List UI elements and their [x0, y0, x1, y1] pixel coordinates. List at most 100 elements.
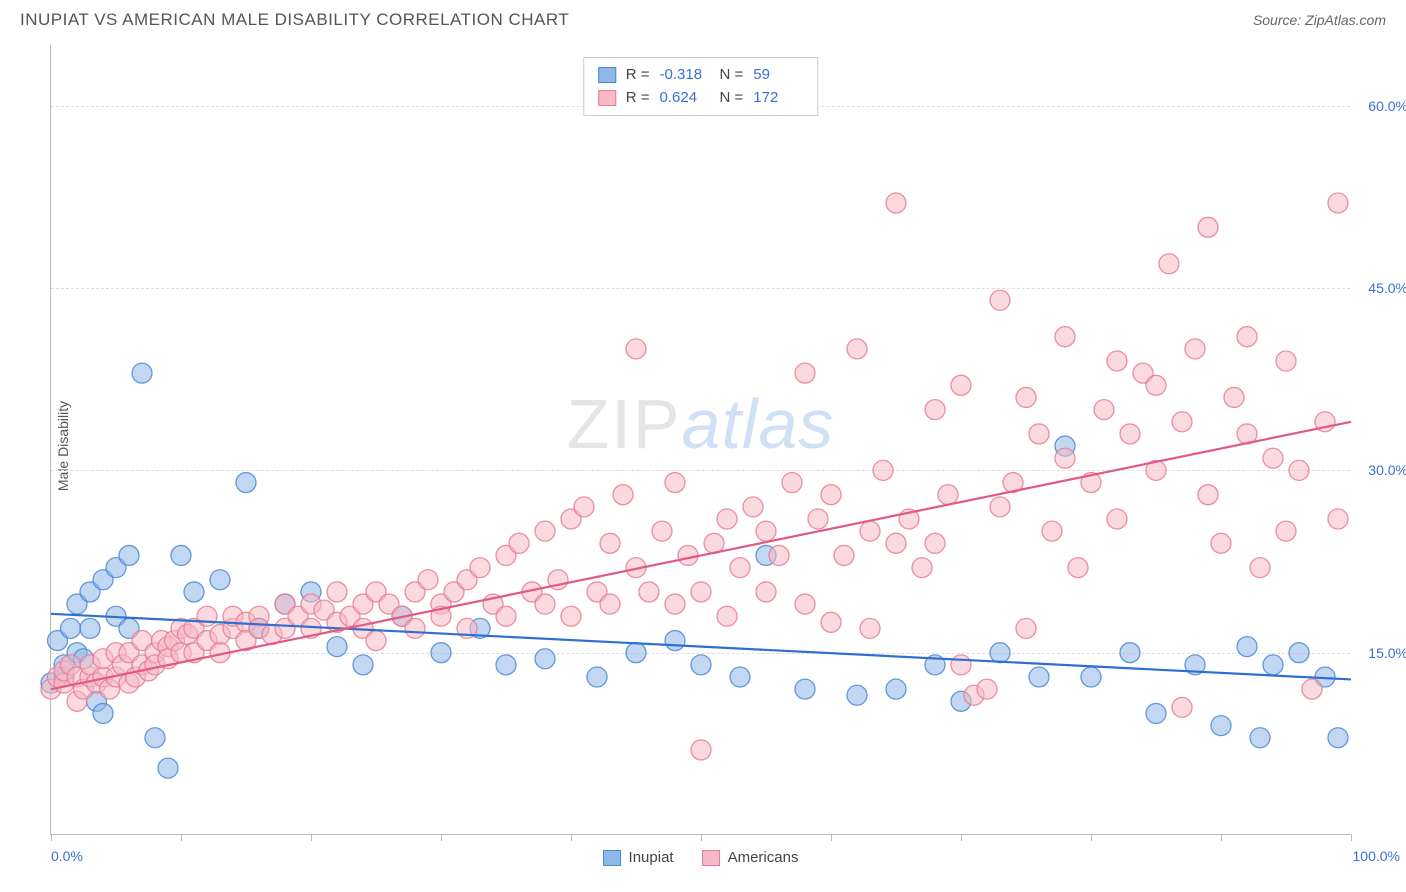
- data-point-americans: [1211, 533, 1231, 553]
- scatter-plot: [51, 45, 1351, 835]
- legend-item-americans: Americans: [702, 849, 799, 866]
- data-point-inupiat: [119, 545, 139, 565]
- r-value-inupiat: -0.318: [660, 64, 710, 87]
- data-point-americans: [1250, 558, 1270, 578]
- data-point-americans: [535, 594, 555, 614]
- data-point-inupiat: [431, 643, 451, 663]
- data-point-americans: [418, 570, 438, 590]
- data-point-americans: [665, 473, 685, 493]
- data-point-americans: [769, 545, 789, 565]
- data-point-americans: [873, 460, 893, 480]
- x-tick: [701, 834, 702, 841]
- data-point-americans: [912, 558, 932, 578]
- data-point-americans: [730, 558, 750, 578]
- x-tick: [441, 834, 442, 841]
- data-point-inupiat: [1120, 643, 1140, 663]
- y-tick-label: 60.0%: [1368, 98, 1406, 114]
- data-point-americans: [1146, 375, 1166, 395]
- data-point-inupiat: [1289, 643, 1309, 663]
- data-point-americans: [1094, 400, 1114, 420]
- data-point-inupiat: [1211, 716, 1231, 736]
- x-axis-min-label: 0.0%: [51, 848, 83, 864]
- data-point-americans: [535, 521, 555, 541]
- data-point-americans: [366, 631, 386, 651]
- data-point-inupiat: [496, 655, 516, 675]
- x-tick: [831, 834, 832, 841]
- data-point-americans: [717, 606, 737, 626]
- n-label: N =: [720, 64, 744, 87]
- data-point-inupiat: [847, 685, 867, 705]
- data-point-inupiat: [1081, 667, 1101, 687]
- r-value-americans: 0.624: [660, 87, 710, 110]
- x-tick: [1351, 834, 1352, 841]
- data-point-americans: [470, 558, 490, 578]
- swatch-inupiat: [598, 67, 616, 83]
- legend-label-inupiat: Inupiat: [629, 849, 674, 866]
- data-point-inupiat: [93, 703, 113, 723]
- data-point-americans: [990, 290, 1010, 310]
- data-point-americans: [1055, 327, 1075, 347]
- data-point-americans: [1302, 679, 1322, 699]
- data-point-inupiat: [171, 545, 191, 565]
- data-point-americans: [860, 618, 880, 638]
- chart-title: INUPIAT VS AMERICAN MALE DISABILITY CORR…: [20, 10, 569, 30]
- data-point-inupiat: [145, 728, 165, 748]
- data-point-inupiat: [236, 473, 256, 493]
- x-tick: [51, 834, 52, 841]
- data-point-americans: [925, 400, 945, 420]
- data-point-inupiat: [1328, 728, 1348, 748]
- data-point-americans: [691, 740, 711, 760]
- data-point-americans: [977, 679, 997, 699]
- data-point-americans: [821, 612, 841, 632]
- data-point-americans: [795, 363, 815, 383]
- data-point-americans: [1198, 485, 1218, 505]
- data-point-americans: [938, 485, 958, 505]
- data-point-americans: [626, 339, 646, 359]
- data-point-inupiat: [1029, 667, 1049, 687]
- data-point-inupiat: [1250, 728, 1270, 748]
- data-point-americans: [1107, 351, 1127, 371]
- data-point-inupiat: [61, 618, 81, 638]
- data-point-inupiat: [353, 655, 373, 675]
- data-point-americans: [795, 594, 815, 614]
- trendline-americans: [51, 422, 1351, 689]
- data-point-americans: [1276, 351, 1296, 371]
- data-point-americans: [1068, 558, 1088, 578]
- data-point-inupiat: [1263, 655, 1283, 675]
- data-point-americans: [600, 533, 620, 553]
- data-point-americans: [743, 497, 763, 517]
- data-point-americans: [717, 509, 737, 529]
- chart-container: ZIPatlas 15.0%30.0%45.0%60.0% 0.0% 100.0…: [50, 45, 1350, 835]
- data-point-americans: [197, 606, 217, 626]
- data-point-americans: [1328, 193, 1348, 213]
- data-point-americans: [1198, 217, 1218, 237]
- data-point-inupiat: [587, 667, 607, 687]
- data-point-inupiat: [184, 582, 204, 602]
- data-point-inupiat: [886, 679, 906, 699]
- data-point-americans: [691, 582, 711, 602]
- data-point-americans: [1276, 521, 1296, 541]
- data-point-americans: [327, 582, 347, 602]
- data-point-inupiat: [158, 758, 178, 778]
- data-point-inupiat: [691, 655, 711, 675]
- data-point-inupiat: [132, 363, 152, 383]
- legend-label-americans: Americans: [728, 849, 799, 866]
- data-point-americans: [1120, 424, 1140, 444]
- x-axis-max-label: 100.0%: [1353, 848, 1400, 864]
- data-point-americans: [886, 533, 906, 553]
- n-label: N =: [720, 87, 744, 110]
- data-point-americans: [1289, 460, 1309, 480]
- swatch-americans: [598, 90, 616, 106]
- data-point-americans: [1016, 387, 1036, 407]
- stats-row-americans: R = 0.624 N = 172: [598, 87, 804, 110]
- data-point-americans: [1172, 412, 1192, 432]
- n-value-americans: 172: [753, 87, 803, 110]
- data-point-americans: [860, 521, 880, 541]
- data-point-americans: [1328, 509, 1348, 529]
- data-point-inupiat: [535, 649, 555, 669]
- data-point-americans: [847, 339, 867, 359]
- data-point-americans: [1016, 618, 1036, 638]
- data-point-americans: [1237, 327, 1257, 347]
- data-point-americans: [821, 485, 841, 505]
- y-tick-label: 45.0%: [1368, 280, 1406, 296]
